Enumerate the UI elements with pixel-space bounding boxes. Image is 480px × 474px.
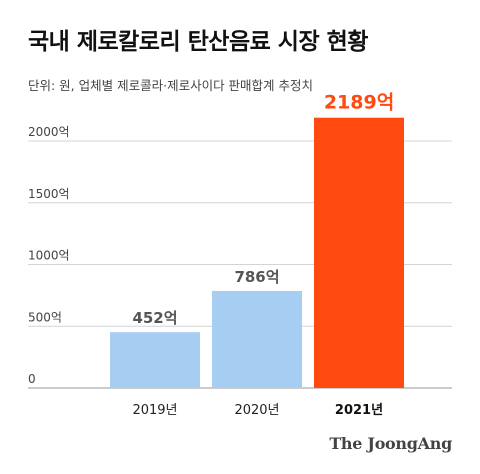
x-tick-label-2021년: 2021년 [335, 403, 383, 418]
data-label-2019년: 452억 [132, 309, 177, 327]
chart-subtitle: 단위: 원, 업체별 제로콜라·제로사이다 판매합계 추정치 [28, 78, 314, 93]
y-tick-label-1500: 1500억 [28, 187, 70, 201]
y-tick-label-1000: 1000억 [28, 249, 70, 263]
bar-2021년 [314, 117, 404, 388]
bars [110, 117, 404, 388]
data-label-2021년: 2189억 [324, 92, 394, 114]
y-tick-label-2000: 2000억 [28, 125, 70, 139]
x-tick-label-2020년: 2020년 [234, 403, 279, 418]
y-tick-label-0: 0 [28, 372, 36, 386]
bar-2020년 [212, 290, 302, 388]
x-tick-label-2019년: 2019년 [132, 403, 177, 418]
y-tick-label-500: 500억 [28, 310, 62, 324]
labels: 0 500억 1000억 1500억 2000억 452억 2019년 786억 2020년 21… [28, 92, 394, 418]
chart-title: 국내 제로칼로리 탄산음료 시장 현황 [28, 29, 368, 55]
data-label-2020년: 786억 [234, 268, 279, 286]
brand-logo: The JoongAng [329, 434, 452, 453]
bar-2019년 [110, 332, 200, 388]
